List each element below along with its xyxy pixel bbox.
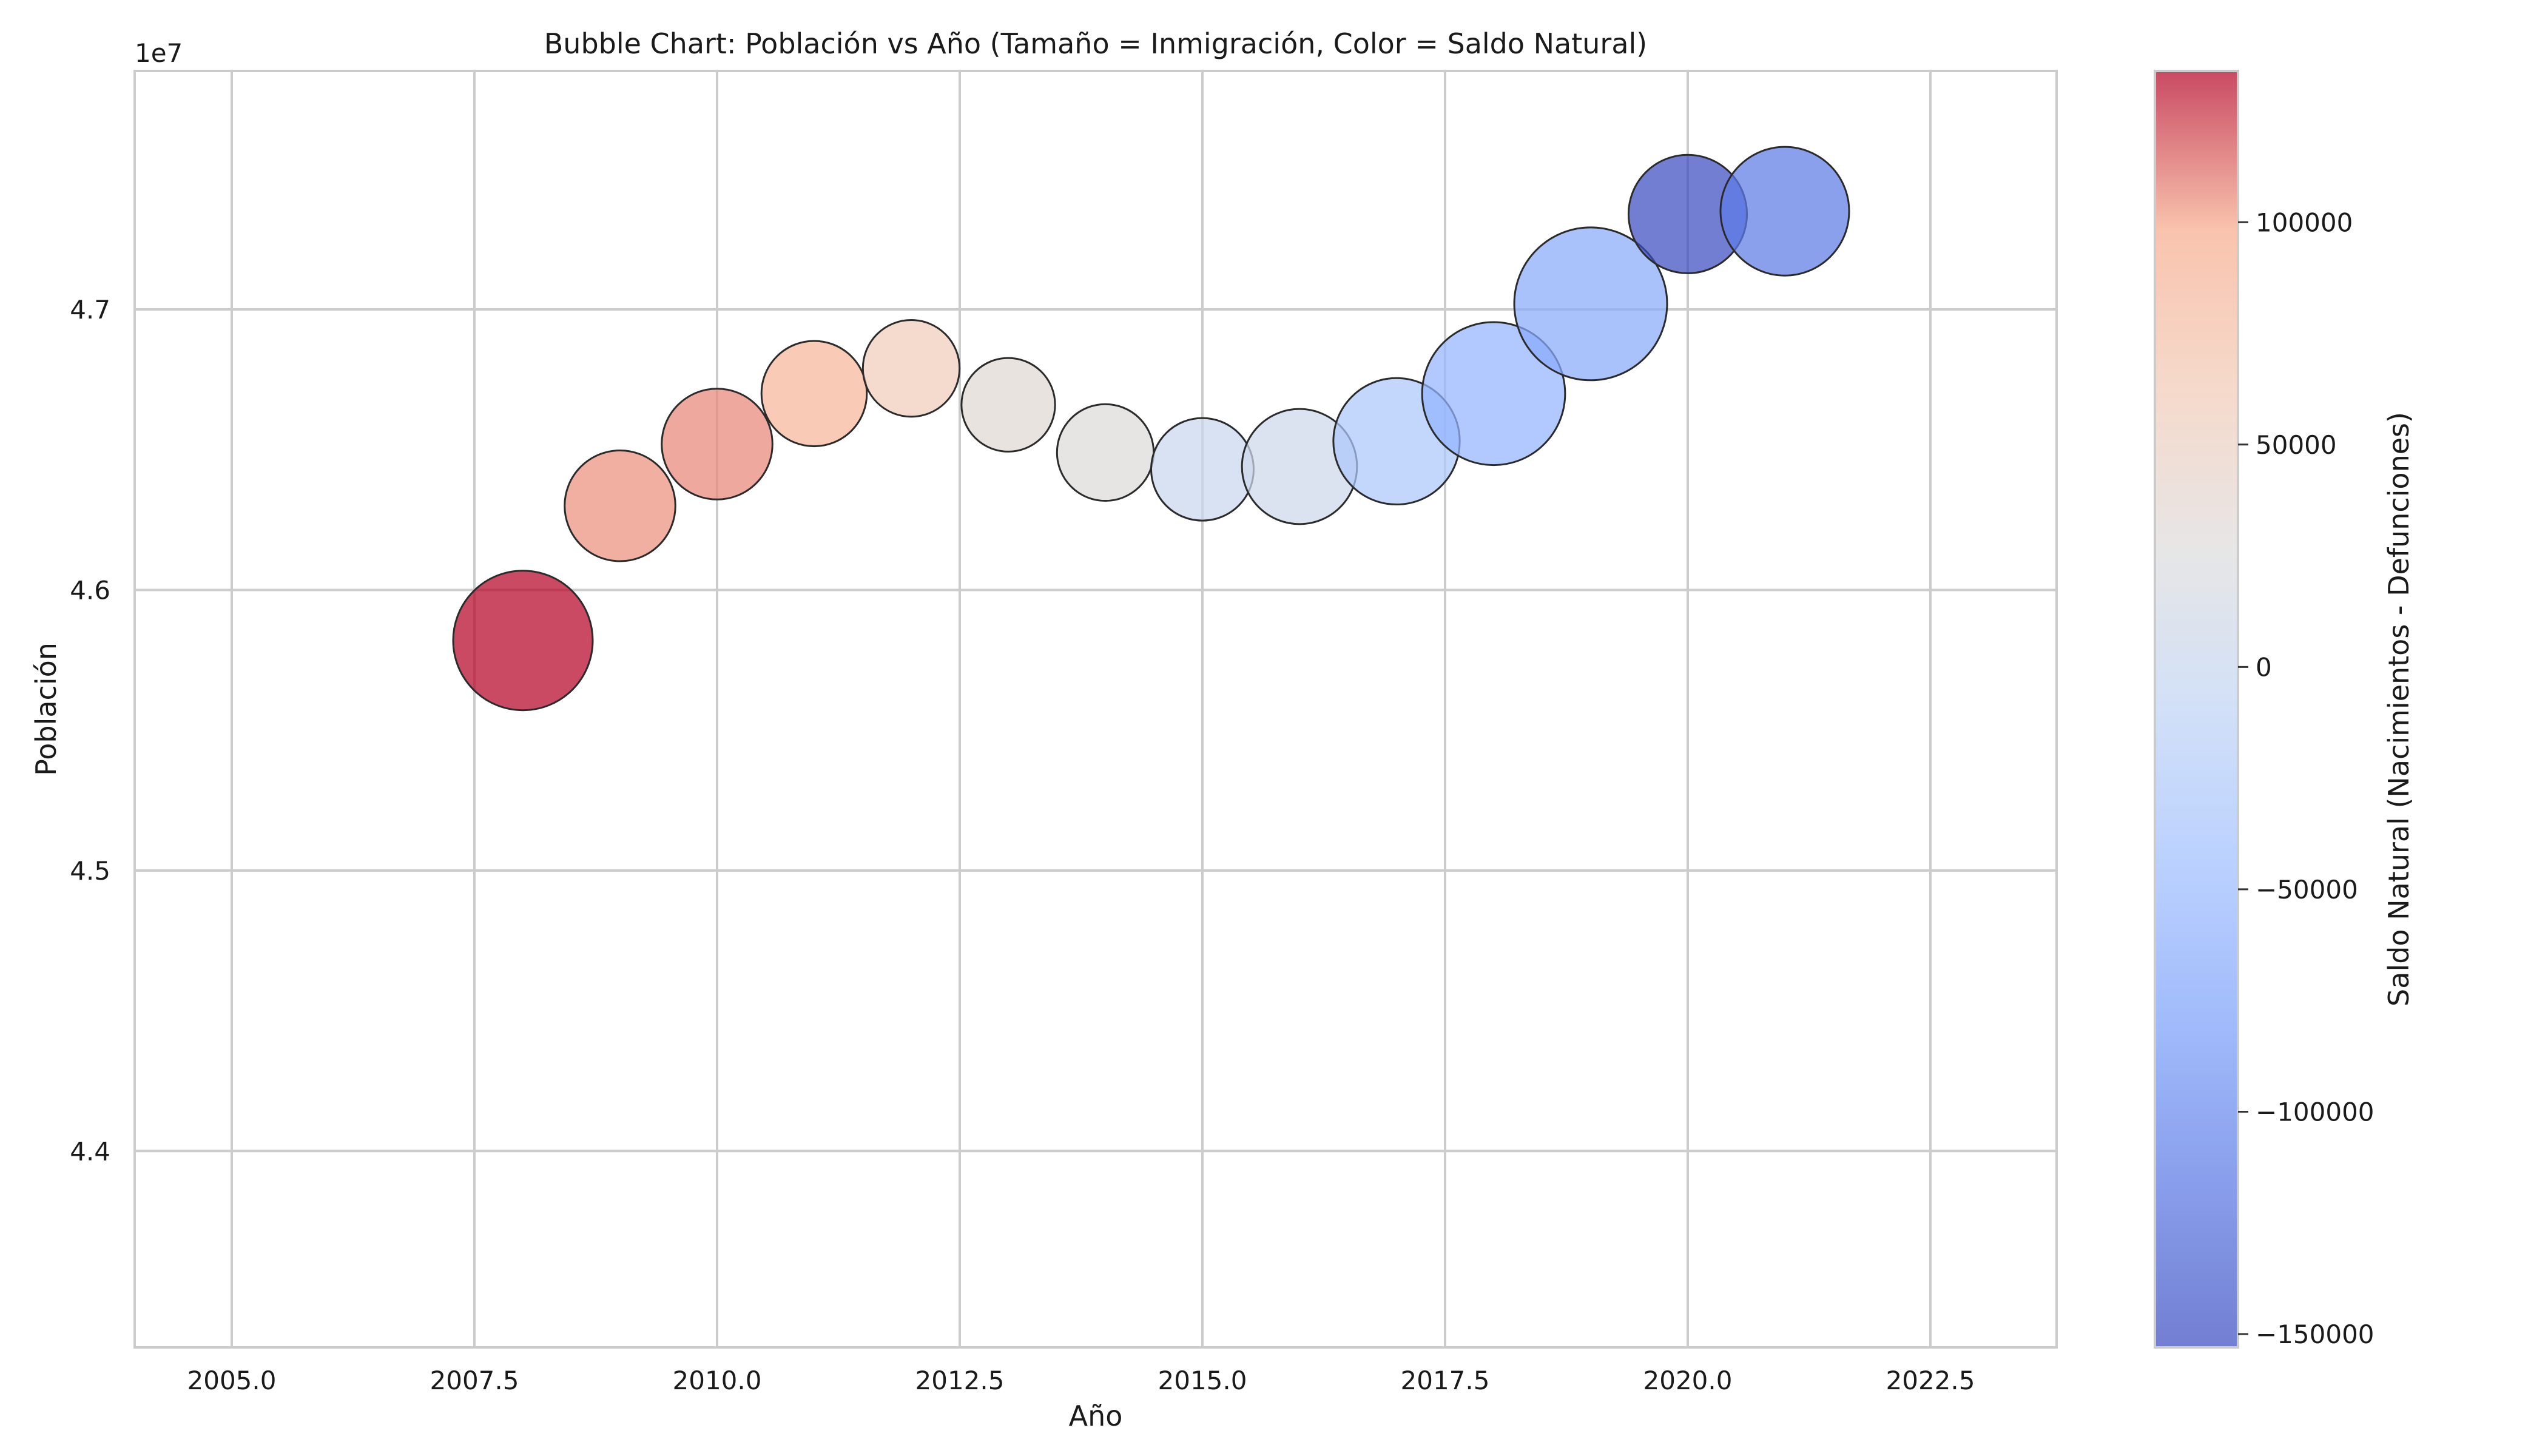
colorbar-tick-label: −50000 [2256,875,2358,905]
colorbar-ticks: −150000 −100000 −50000 0 50000 100000 [2238,207,2374,1349]
bubble [861,318,961,418]
bubble [452,570,594,712]
bubbles [452,146,1850,712]
y-tick-label: 4.5 [70,856,110,886]
colorbar [2155,71,2238,1347]
bubble [1150,417,1255,522]
colorbar-tick-label: 100000 [2256,207,2353,237]
grid-lines [135,71,2057,1347]
x-axis-ticks: 2005.0 2007.5 2010.0 2012.5 2015.0 2017.5 2020… [187,1366,1975,1395]
y-offset-label: 1e7 [135,38,183,68]
x-tick-label: 2020.0 [1643,1366,1733,1395]
chart-title: Bubble Chart: Población vs Año (Tamaño =… [544,27,1648,60]
y-tick-label: 4.6 [70,575,110,605]
y-axis-label: Población [30,642,62,776]
bubble [1719,146,1850,277]
bubble [564,449,676,562]
plot-area [135,71,2057,1347]
bubble [1056,403,1155,502]
bubble [1513,226,1668,382]
bubble [661,388,774,500]
y-tick-label: 4.7 [70,295,110,325]
bubble [960,357,1056,453]
x-tick-label: 2012.5 [915,1366,1005,1395]
y-tick-label: 4.4 [70,1136,110,1166]
x-axis-label: Año [1069,1400,1123,1432]
x-tick-label: 2015.0 [1158,1366,1247,1395]
x-tick-label: 2005.0 [187,1366,277,1395]
colorbar-frame [2154,70,2239,1349]
x-tick-label: 2022.5 [1886,1366,1975,1395]
x-tick-label: 2007.5 [430,1366,519,1395]
colorbar-tick-label: −100000 [2256,1097,2374,1127]
colorbar-tick-label: −150000 [2256,1320,2374,1349]
colorbar-tick-label: 0 [2256,652,2272,682]
plot-frame [133,70,2058,1349]
colorbar-tick-label: 50000 [2256,430,2337,460]
x-tick-label: 2010.0 [673,1366,762,1395]
y-axis-ticks: 4.4 4.5 4.6 4.7 [70,295,110,1166]
bubble [760,340,868,448]
bubble [1421,321,1566,467]
x-tick-label: 2017.5 [1401,1366,1490,1395]
colorbar-label: Saldo Natural (Nacimientos - Defunciones… [2382,412,2415,1006]
